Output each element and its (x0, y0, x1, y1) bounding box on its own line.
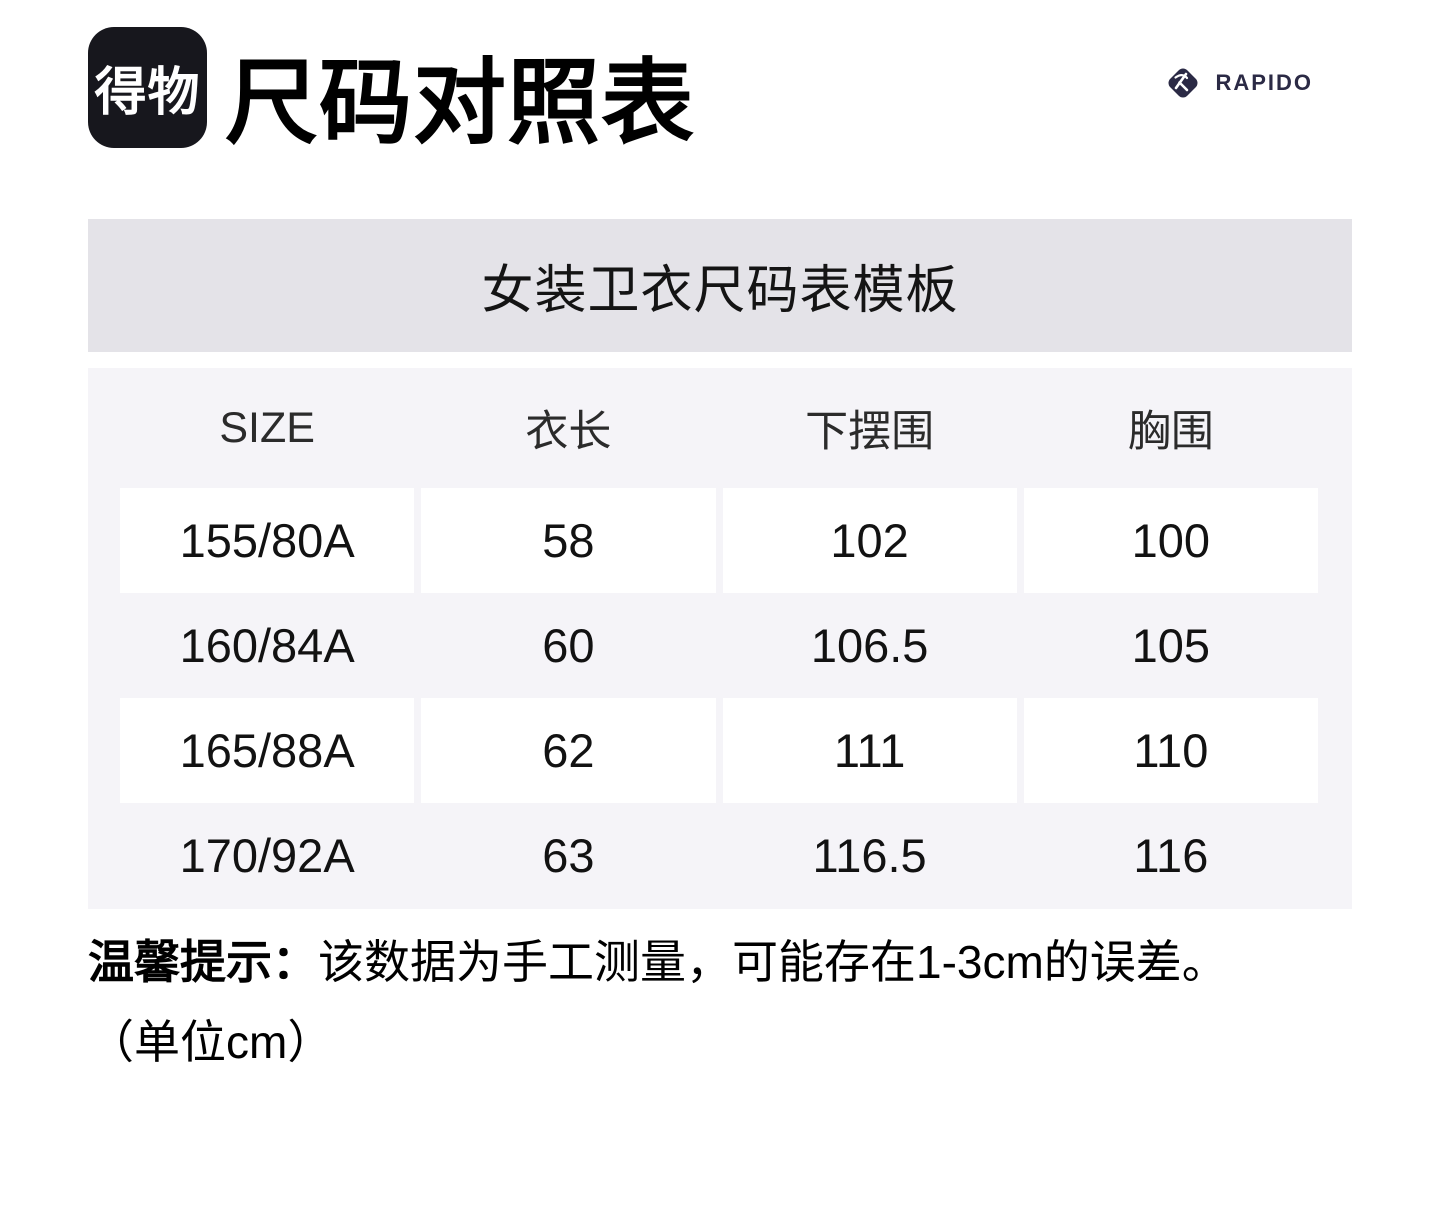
hem-value: 111 (722, 698, 1017, 803)
table-row: 160/84A 60 106.5 105 (88, 593, 1352, 698)
size-value: 165/88A (120, 698, 415, 803)
table-row: 155/80A 58 102 100 (88, 488, 1352, 593)
bust-value: 105 (1131, 619, 1211, 672)
note-line-1: 温馨提示：该数据为手工测量，可能存在1-3cm的误差。 (88, 922, 1378, 1002)
length-value: 58 (421, 488, 716, 593)
dewu-logo-text: 得物 (94, 64, 201, 122)
column-header-size: SIZE (219, 403, 315, 452)
table-title-banner: 女装卫衣尺码表模板 (88, 219, 1352, 352)
length-value: 63 (542, 829, 595, 882)
length-value: 62 (421, 698, 716, 803)
bust-value: 116 (1133, 829, 1209, 882)
size-value: 160/84A (179, 619, 355, 672)
rapido-logo-icon (1160, 60, 1206, 106)
note-text: 该数据为手工测量，可能存在1-3cm的误差。 (318, 936, 1228, 988)
column-header-hem: 下摆围 (805, 408, 935, 456)
table-title: 女装卫衣尺码表模板 (481, 262, 959, 320)
size-table: SIZE 衣长 下摆围 胸围 155/80A 58 102 100 160/84… (88, 368, 1352, 909)
column-header-length: 衣长 (525, 408, 612, 456)
length-value: 60 (542, 619, 595, 672)
table-header-row: SIZE 衣长 下摆围 胸围 (88, 368, 1352, 488)
hem-value: 106.5 (810, 619, 929, 672)
bust-value: 110 (1023, 698, 1318, 803)
hem-value: 116.5 (812, 829, 927, 882)
hem-value: 102 (722, 488, 1017, 593)
note-line-2: （单位cm） (88, 1016, 334, 1068)
column-header-bust: 胸围 (1127, 408, 1214, 456)
size-value: 155/80A (120, 488, 415, 593)
table-row: 165/88A 62 111 110 (88, 698, 1352, 803)
measurement-note: 温馨提示：该数据为手工测量，可能存在1-3cm的误差。 （单位cm） (88, 922, 1378, 1082)
dewu-logo: 得物 (88, 27, 207, 148)
note-prefix: 温馨提示： (88, 936, 318, 988)
page-title: 尺码对照表 (225, 51, 695, 155)
bust-value: 100 (1023, 488, 1318, 593)
rapido-brand-name: RAPIDO (1215, 70, 1313, 95)
rapido-brand: RAPIDO (1160, 60, 1313, 106)
table-row: 170/92A 63 116.5 116 (88, 803, 1352, 908)
size-value: 170/92A (179, 829, 355, 882)
